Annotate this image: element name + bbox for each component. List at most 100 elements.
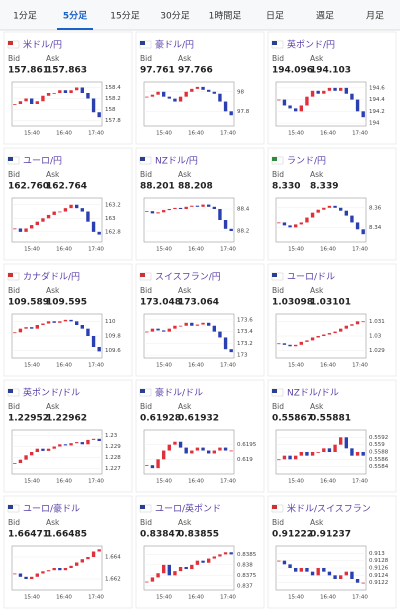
panel xyxy=(3,495,133,609)
ask-value: 0.91237 xyxy=(310,530,351,540)
candle xyxy=(327,571,332,576)
pair-name[interactable]: カナダドル/円 xyxy=(23,271,80,283)
candle xyxy=(35,573,39,577)
candle xyxy=(229,111,233,116)
chart-frame xyxy=(11,545,103,591)
tab[interactable]: 週足 xyxy=(316,11,334,22)
pair-name[interactable]: 英ポンド/ドル xyxy=(23,387,80,399)
candle xyxy=(91,551,96,557)
candle xyxy=(344,210,348,216)
flag-mark xyxy=(272,389,277,393)
candle xyxy=(316,90,320,94)
flag-mark xyxy=(272,41,277,45)
tab[interactable]: 日足 xyxy=(266,11,284,22)
candle xyxy=(173,325,177,329)
candle xyxy=(305,568,309,572)
pair-name[interactable]: スイスフラン/円 xyxy=(155,272,221,283)
candle xyxy=(282,455,287,460)
candle xyxy=(75,87,79,91)
candle xyxy=(184,566,188,570)
tab[interactable]: 5分足 xyxy=(63,10,88,22)
x-tick-label: 16:40 xyxy=(320,479,336,485)
candle xyxy=(173,441,177,445)
pair-name[interactable]: ユーロ/円 xyxy=(23,156,62,167)
y-tick-label: 0.9124 xyxy=(369,573,389,579)
y-tick-label: 109.8 xyxy=(105,334,121,340)
candle xyxy=(282,222,287,226)
pair-name[interactable]: 米ドル/スイスフラン xyxy=(287,503,371,515)
y-tick-label: 88.2 xyxy=(237,229,249,235)
candle xyxy=(18,573,23,577)
candle xyxy=(361,321,365,323)
x-tick-label: 15:40 xyxy=(24,595,40,601)
candle xyxy=(218,447,222,451)
ask-value: 0.61932 xyxy=(178,414,219,424)
tab[interactable]: 30分足 xyxy=(160,11,189,22)
flag-mark xyxy=(8,41,13,45)
bid-value: 88.201 xyxy=(140,182,175,192)
candle xyxy=(167,564,171,576)
pair-name[interactable]: NZドル/ドル xyxy=(287,389,339,399)
pair-name[interactable]: 米ドル/円 xyxy=(23,39,62,51)
y-tick-label: 110 xyxy=(105,319,116,325)
pair-name[interactable]: ランド/円 xyxy=(287,156,326,167)
candle xyxy=(322,568,326,572)
bid-label: Bid xyxy=(272,286,284,295)
candle xyxy=(63,319,68,322)
candle xyxy=(162,564,166,574)
candle xyxy=(190,322,194,326)
candle xyxy=(30,225,34,229)
candle xyxy=(80,442,84,445)
x-tick-label: 15:40 xyxy=(288,131,304,137)
candle xyxy=(162,91,166,97)
candle xyxy=(322,448,326,452)
candle xyxy=(52,568,56,571)
candle xyxy=(299,341,303,345)
pair-name[interactable]: 豪ドル/ドル xyxy=(155,387,203,399)
y-tick-label: 158.2 xyxy=(105,96,121,102)
pair-name[interactable]: ユーロ/ドル xyxy=(287,273,335,283)
candle xyxy=(190,564,194,570)
ask-value: 1.22962 xyxy=(46,414,87,424)
candle xyxy=(13,463,17,464)
candle xyxy=(350,215,354,223)
x-tick-label: 15:40 xyxy=(156,479,172,485)
candle xyxy=(58,444,62,447)
pair-name[interactable]: ユーロ/豪ドル xyxy=(23,503,80,515)
panel xyxy=(267,147,397,261)
candle xyxy=(218,93,222,102)
candle xyxy=(190,88,194,92)
tab[interactable]: 1分足 xyxy=(13,11,37,22)
candle xyxy=(355,579,360,583)
candle xyxy=(75,562,79,566)
candle xyxy=(305,217,309,223)
pair-name[interactable]: 豪ドル/円 xyxy=(155,39,194,51)
candle xyxy=(91,438,96,440)
flag-mark xyxy=(8,389,13,393)
candle xyxy=(58,568,62,571)
ask-label: Ask xyxy=(46,518,60,527)
ask-label: Ask xyxy=(46,54,60,63)
candle xyxy=(322,207,326,210)
candle xyxy=(288,455,292,460)
pair-name[interactable]: 英ポンド/円 xyxy=(287,39,335,51)
pair-name[interactable]: ユーロ/英ポンド xyxy=(155,503,221,515)
candle xyxy=(299,222,303,225)
candle xyxy=(13,104,17,105)
bid-label: Bid xyxy=(8,518,20,527)
x-tick-label: 15:40 xyxy=(156,363,172,369)
tab-bar xyxy=(0,0,400,30)
pair-name[interactable]: NZドル/円 xyxy=(155,156,198,167)
candle xyxy=(35,221,39,226)
candle xyxy=(195,324,200,326)
y-tick-label: 163.2 xyxy=(105,202,121,208)
tab[interactable]: 15分足 xyxy=(110,11,139,22)
ask-label: Ask xyxy=(310,54,324,63)
flag-mark xyxy=(140,389,145,393)
candle xyxy=(18,328,23,333)
tab[interactable]: 1時間足 xyxy=(209,11,242,22)
y-tick-label: 1.662 xyxy=(105,577,121,583)
candle xyxy=(305,340,309,342)
y-tick-label: 0.838 xyxy=(237,562,253,568)
tab[interactable]: 月足 xyxy=(366,11,384,22)
